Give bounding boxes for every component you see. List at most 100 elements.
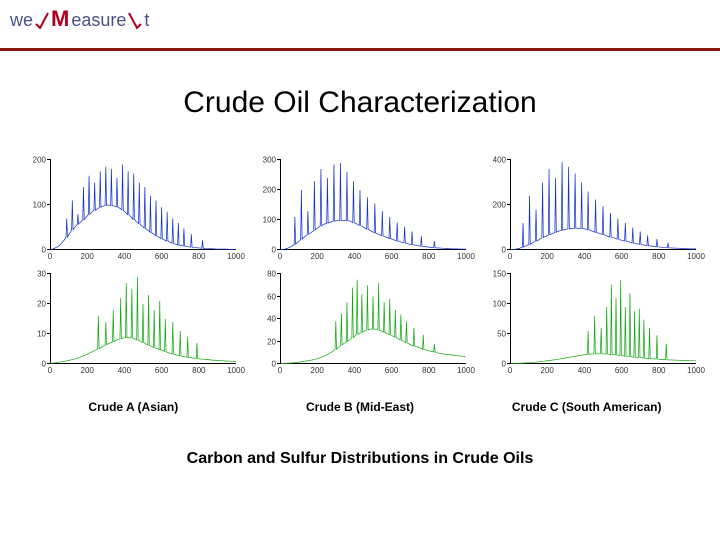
xtick-label: 200 — [81, 252, 94, 261]
axis-x: 02004006008001000 — [510, 366, 696, 380]
series-svg — [510, 274, 696, 364]
plot-area — [280, 160, 466, 250]
ytick-label: 0 — [42, 246, 46, 255]
axis-y: 0102030 — [20, 274, 48, 364]
xtick-label: 200 — [311, 366, 324, 375]
xtick-label: 800 — [652, 366, 665, 375]
ytick-label: 200 — [33, 156, 46, 165]
xtick-label: 200 — [541, 252, 554, 261]
xtick-label: 0 — [48, 252, 52, 261]
xtick-label: 1000 — [227, 252, 245, 261]
series-svg — [510, 160, 696, 250]
ytick-label: 20 — [267, 337, 276, 346]
ytick-label: 30 — [37, 270, 46, 279]
ytick-label: 100 — [263, 216, 276, 225]
xtick-label: 600 — [615, 252, 628, 261]
ytick-label: 400 — [493, 156, 506, 165]
series-path — [50, 165, 236, 251]
xtick-label: 1000 — [687, 252, 705, 261]
ytick-label: 0 — [502, 246, 506, 255]
xtick-label: 0 — [278, 366, 282, 375]
axis-x: 02004006008001000 — [510, 252, 696, 266]
brand-easure: easure — [71, 10, 126, 31]
series-svg — [50, 274, 236, 364]
axis-x: 02004006008001000 — [50, 252, 236, 266]
xtick-label: 200 — [81, 366, 94, 375]
xtick-label: 800 — [192, 252, 205, 261]
chart-A_blue: 010020002004006008001000 — [20, 156, 240, 266]
axis-x: 02004006008001000 — [280, 366, 466, 380]
brand-m: M — [51, 6, 69, 32]
subtitle: Carbon and Sulfur Distributions in Crude… — [0, 450, 720, 468]
ytick-label: 100 — [493, 300, 506, 309]
chart-grid: 0100200020040060080010000100200300020040… — [20, 156, 700, 380]
series-path — [280, 280, 466, 364]
xtick-label: 400 — [578, 252, 591, 261]
xtick-label: 1000 — [227, 366, 245, 375]
ytick-label: 60 — [267, 292, 276, 301]
chart-A_green: 010203002004006008001000 — [20, 270, 240, 380]
ytick-label: 80 — [267, 270, 276, 279]
plot-area — [510, 274, 696, 364]
label-crude-b: Crude B (Mid-East) — [247, 400, 474, 414]
ytick-label: 20 — [37, 300, 46, 309]
ytick-label: 150 — [493, 270, 506, 279]
ytick-label: 200 — [493, 201, 506, 210]
ytick-label: 0 — [42, 360, 46, 369]
xtick-label: 1000 — [457, 252, 475, 261]
header-rule — [0, 48, 720, 51]
xtick-label: 1000 — [457, 366, 475, 375]
axis-y: 020406080 — [250, 274, 278, 364]
xtick-label: 400 — [118, 252, 131, 261]
xtick-label: 800 — [652, 252, 665, 261]
ytick-label: 100 — [33, 201, 46, 210]
xtick-label: 0 — [278, 252, 282, 261]
series-path — [50, 277, 236, 363]
xtick-label: 600 — [615, 366, 628, 375]
xtick-label: 600 — [385, 252, 398, 261]
ytick-label: 10 — [37, 330, 46, 339]
axis-y: 0100200300 — [250, 160, 278, 250]
brand-we: we — [10, 10, 33, 31]
series-svg — [280, 274, 466, 364]
xtick-label: 800 — [422, 252, 435, 261]
xtick-label: 600 — [385, 366, 398, 375]
xtick-label: 0 — [508, 366, 512, 375]
xtick-label: 200 — [311, 252, 324, 261]
ytick-label: 200 — [263, 186, 276, 195]
xtick-label: 400 — [118, 366, 131, 375]
series-svg — [280, 160, 466, 250]
header: we M easure t — [0, 0, 720, 56]
axis-y: 0100200 — [20, 160, 48, 250]
xtick-label: 600 — [155, 252, 168, 261]
xtick-label: 400 — [578, 366, 591, 375]
ytick-label: 300 — [263, 156, 276, 165]
xtick-label: 0 — [508, 252, 512, 261]
series-svg — [50, 160, 236, 250]
label-crude-a: Crude A (Asian) — [20, 400, 247, 414]
label-crude-c: Crude C (South American) — [473, 400, 700, 414]
brand-tick2-icon — [128, 11, 142, 29]
ytick-label: 0 — [272, 246, 276, 255]
ytick-label: 40 — [267, 315, 276, 324]
xtick-label: 800 — [192, 366, 205, 375]
series-path — [510, 162, 696, 250]
page-title: Crude Oil Characterization — [0, 86, 720, 120]
brand-logo: we M easure t — [10, 6, 710, 32]
ytick-label: 0 — [272, 360, 276, 369]
page: we M easure t Crude Oil Characterization… — [0, 0, 720, 540]
xtick-label: 1000 — [687, 366, 705, 375]
xtick-label: 200 — [541, 366, 554, 375]
xtick-label: 600 — [155, 366, 168, 375]
xtick-label: 400 — [348, 252, 361, 261]
brand-it: t — [144, 10, 149, 31]
column-labels: Crude A (Asian) Crude B (Mid-East) Crude… — [20, 400, 700, 414]
xtick-label: 0 — [48, 366, 52, 375]
brand-tick-icon — [35, 11, 49, 29]
xtick-label: 400 — [348, 366, 361, 375]
chart-C_blue: 020040002004006008001000 — [480, 156, 700, 266]
plot-area — [50, 160, 236, 250]
series-path — [510, 280, 696, 364]
axis-y: 0200400 — [480, 160, 508, 250]
chart-C_green: 05010015002004006008001000 — [480, 270, 700, 380]
